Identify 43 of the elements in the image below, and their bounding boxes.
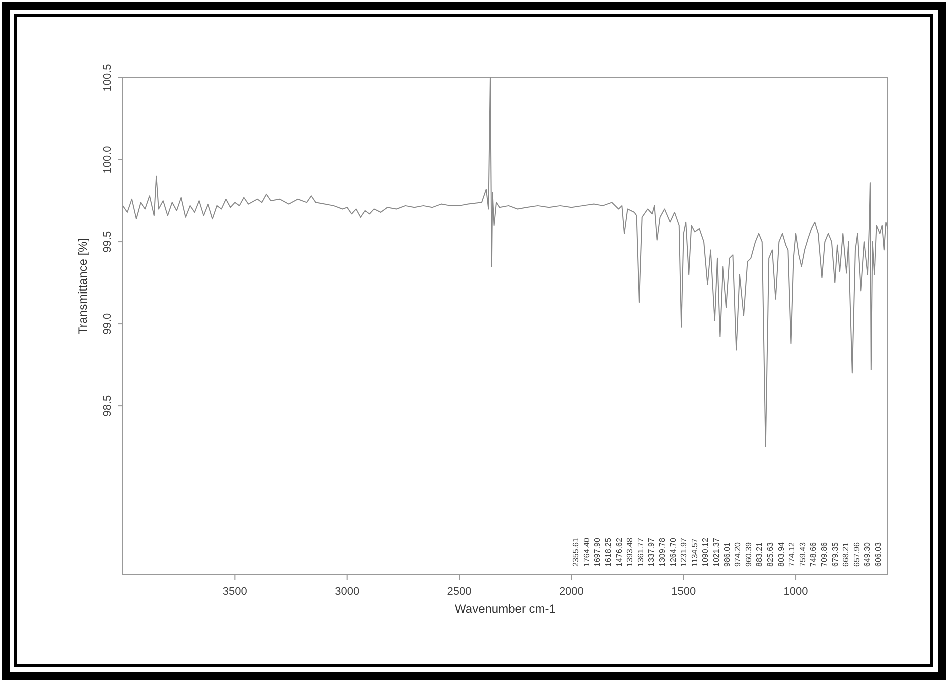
line-series bbox=[122, 78, 888, 448]
annotation: 883.21 bbox=[755, 542, 764, 567]
y-tick-label: 100.5 bbox=[102, 64, 114, 92]
annotation: 748.66 bbox=[809, 542, 818, 567]
x-tick-label: 2500 bbox=[447, 586, 472, 598]
x-tick-label: 1000 bbox=[784, 586, 808, 598]
annotation: 1764.40 bbox=[582, 538, 592, 567]
annotation: 709.86 bbox=[820, 542, 829, 567]
annotation: 649.30 bbox=[863, 542, 872, 567]
annotation: 1361.77 bbox=[636, 538, 646, 567]
annotation: 759.43 bbox=[798, 542, 808, 567]
annotation: 1476.62 bbox=[614, 538, 624, 567]
x-axis-title: Wavenumber cm-1 bbox=[455, 602, 556, 616]
annotation: 774.12 bbox=[788, 542, 797, 567]
annotation: 974.20 bbox=[734, 542, 743, 567]
annotation: 606.03 bbox=[874, 542, 883, 567]
x-tick-label: 1500 bbox=[672, 586, 696, 598]
y-axis-title: Transmittance [%] bbox=[76, 238, 90, 335]
annotation: 2355.61 bbox=[572, 538, 581, 567]
annotation: 1021.37 bbox=[712, 538, 721, 567]
y-tick-label: 99.0 bbox=[102, 313, 114, 335]
y-tick-label: 98.5 bbox=[102, 395, 114, 417]
annotation: 1309.78 bbox=[658, 538, 667, 567]
annotation: 1264.70 bbox=[668, 538, 678, 567]
annotation: 825.63 bbox=[766, 542, 775, 567]
annotation: 1337.97 bbox=[647, 538, 656, 567]
annotation: 1134.57 bbox=[690, 538, 700, 567]
y-tick-label: 99.5 bbox=[102, 231, 114, 253]
annotation: 1231.97 bbox=[680, 538, 689, 567]
x-tick-label: 2000 bbox=[559, 586, 584, 598]
annotation: 1090.12 bbox=[701, 538, 710, 567]
annotation: 960.39 bbox=[744, 542, 754, 567]
y-tick-label: 100.0 bbox=[102, 146, 114, 174]
annotation: 986.01 bbox=[722, 542, 732, 567]
annotation: 1697.90 bbox=[593, 538, 602, 567]
annotation: 1618.25 bbox=[604, 538, 613, 567]
x-tick-label: 3500 bbox=[222, 586, 248, 598]
annotation: 803.94 bbox=[776, 542, 786, 567]
annotation: 657.96 bbox=[852, 542, 862, 567]
x-tick-label: 3000 bbox=[335, 586, 360, 598]
annotation: 668.21 bbox=[842, 542, 851, 567]
annotation: 679.35 bbox=[830, 542, 840, 567]
annotation: 1393.48 bbox=[626, 538, 635, 567]
